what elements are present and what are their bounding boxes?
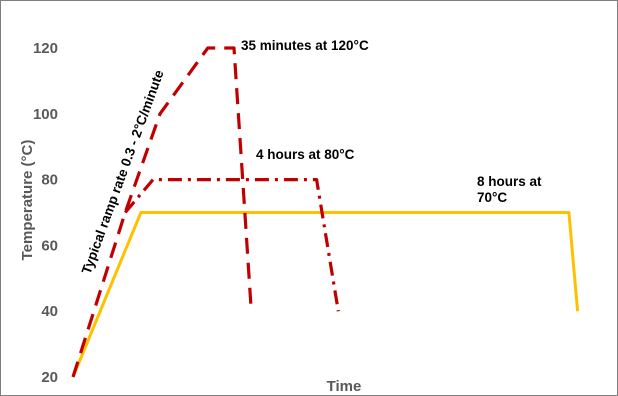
y-tick-labels: 20 40 60 80 100 120 (33, 40, 58, 386)
y-tick-label-120: 120 (33, 40, 58, 57)
annotation-70c-hold-line2: 70°C (477, 190, 507, 205)
annotation-70c-hold-line1: 8 hours at (477, 174, 542, 189)
series-120c-dashed-line (71, 46, 253, 378)
annotation-120c-hold: 35 minutes at 120°C (241, 38, 369, 53)
y-tick-label-100: 100 (33, 106, 58, 123)
annotation-ramp-rate: Typical ramp rate 0.3 - 2°C/minute (79, 67, 167, 276)
y-tick-label-60: 60 (41, 237, 58, 254)
annotation-80c-hold: 4 hours at 80°C (256, 147, 355, 162)
y-tick-label-20: 20 (41, 369, 58, 386)
y-axis-label: Temperature (°C) (19, 140, 36, 261)
x-axis-label: Time (327, 378, 362, 395)
series-70c-solid-line (71, 211, 580, 378)
y-tick-label-80: 80 (41, 172, 58, 189)
series-lines (71, 46, 580, 378)
series-80c-dashdot-line (123, 178, 340, 312)
y-tick-label-40: 40 (41, 303, 58, 320)
